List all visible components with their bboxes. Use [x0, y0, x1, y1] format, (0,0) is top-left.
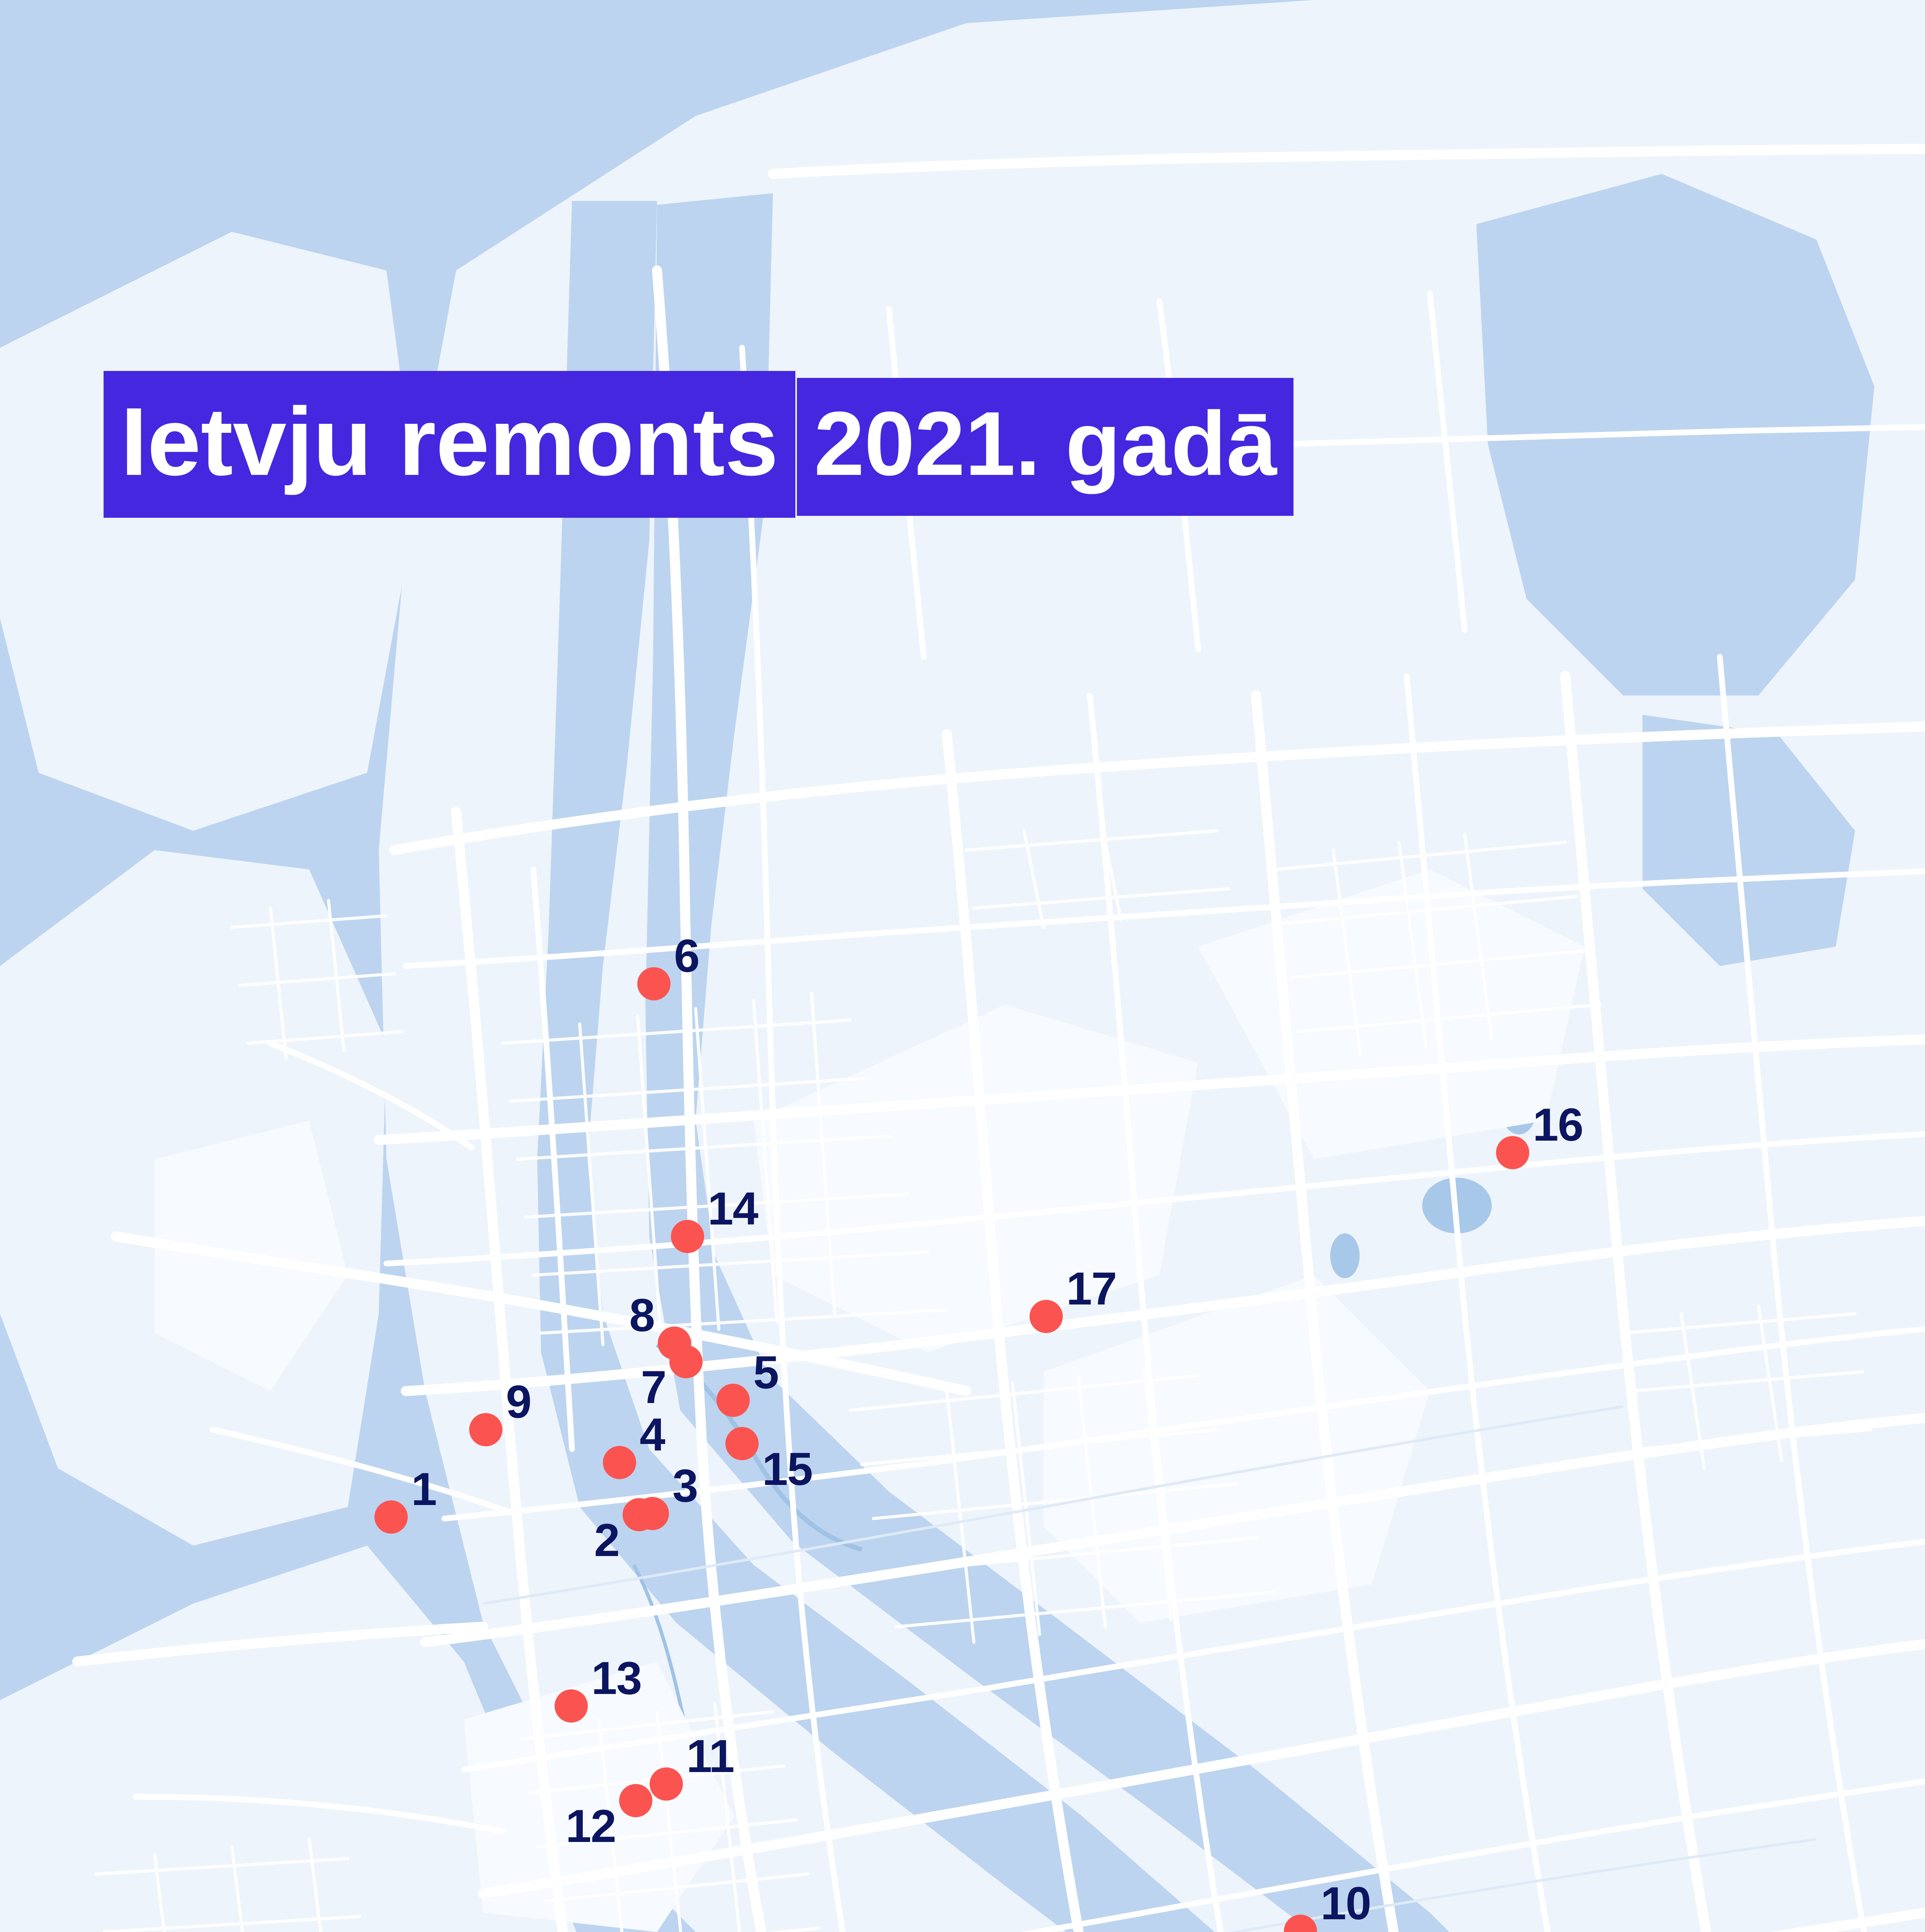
marker-dot-icon: [1030, 1300, 1063, 1333]
marker-label: 3: [672, 1460, 698, 1512]
marker-dot-icon: [469, 1413, 502, 1446]
marker-dot-icon: [619, 1784, 652, 1817]
marker-label: 12: [565, 1800, 616, 1852]
marker-dot-icon: [555, 1689, 588, 1723]
marker-dot-icon: [658, 1327, 691, 1360]
marker-dot-icon: [636, 1497, 669, 1530]
marker-label: 6: [674, 930, 700, 982]
marker-dot-icon: [603, 1446, 636, 1479]
marker-dot-icon: [374, 1500, 408, 1534]
marker-dot-icon: [650, 1767, 683, 1801]
title-line-2: 2021. gadā: [797, 378, 1294, 516]
marker-label: 14: [708, 1183, 758, 1235]
marker-label: 17: [1066, 1263, 1117, 1315]
marker-label: 15: [762, 1443, 813, 1495]
marker-dot-icon: [637, 967, 671, 1000]
marker-label: 16: [1533, 1099, 1583, 1151]
marker-label: 13: [591, 1652, 642, 1704]
page-title: Ietvju remonts 2021. gadā: [104, 363, 1294, 518]
marker-label: 10: [1321, 1878, 1371, 1929]
marker-label: 1: [411, 1463, 437, 1515]
marker-dot-icon: [671, 1220, 704, 1253]
marker-label: 8: [629, 1289, 655, 1341]
marker-dot-icon: [717, 1384, 750, 1417]
marker-dot-icon: [1496, 1136, 1529, 1169]
marker-label: 11: [686, 1730, 735, 1782]
marker-label: 4: [640, 1409, 665, 1461]
marker-label: 2: [594, 1514, 620, 1566]
marker-label: 9: [506, 1376, 532, 1428]
marker-label: 5: [753, 1347, 779, 1398]
marker-dot-icon: [725, 1427, 759, 1460]
title-line-1: Ietvju remonts: [104, 371, 795, 518]
marker-label: 7: [641, 1361, 667, 1413]
